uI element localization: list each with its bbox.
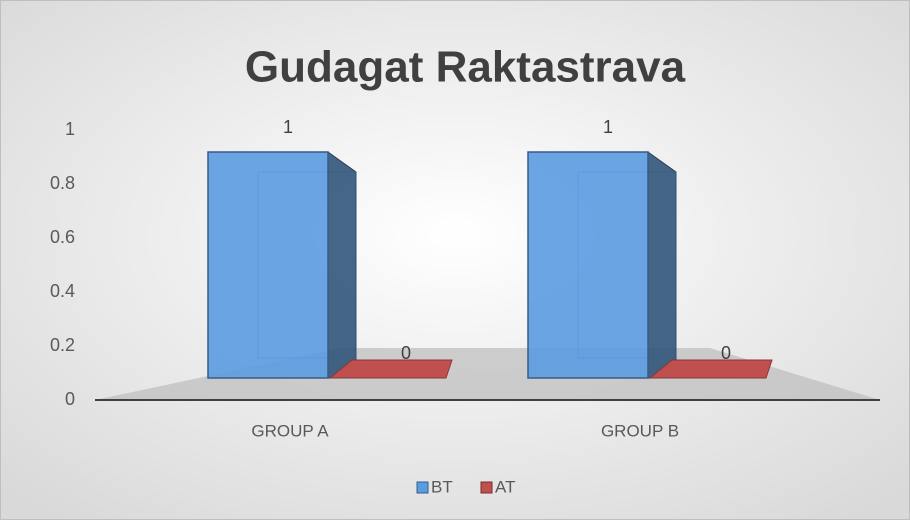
bar-slab — [648, 359, 773, 379]
data-label: 1 — [283, 117, 293, 137]
y-tick-label: 0.2 — [50, 335, 75, 355]
bar-side — [327, 151, 357, 379]
legend-swatch — [480, 481, 493, 494]
chart-title: Gudagat Raktastrava — [245, 43, 686, 92]
legend-swatch — [416, 481, 429, 494]
data-label: 0 — [721, 343, 731, 363]
bar — [527, 151, 649, 379]
y-tick-label: 1 — [65, 119, 75, 139]
bar — [207, 151, 329, 379]
y-tick-label: 0.4 — [50, 281, 75, 301]
legend-label: AT — [495, 477, 515, 496]
data-label: 0 — [401, 343, 411, 363]
y-tick-label: 0.8 — [50, 173, 75, 193]
x-tick-label: GROUP B — [601, 421, 679, 440]
legend-label: BT — [431, 477, 453, 496]
x-tick-label: GROUP A — [251, 421, 329, 440]
data-label: 1 — [603, 117, 613, 137]
bar-side — [647, 151, 677, 379]
bar-slab — [328, 359, 453, 379]
y-tick-label: 0 — [65, 389, 75, 409]
y-tick-label: 0.6 — [50, 227, 75, 247]
